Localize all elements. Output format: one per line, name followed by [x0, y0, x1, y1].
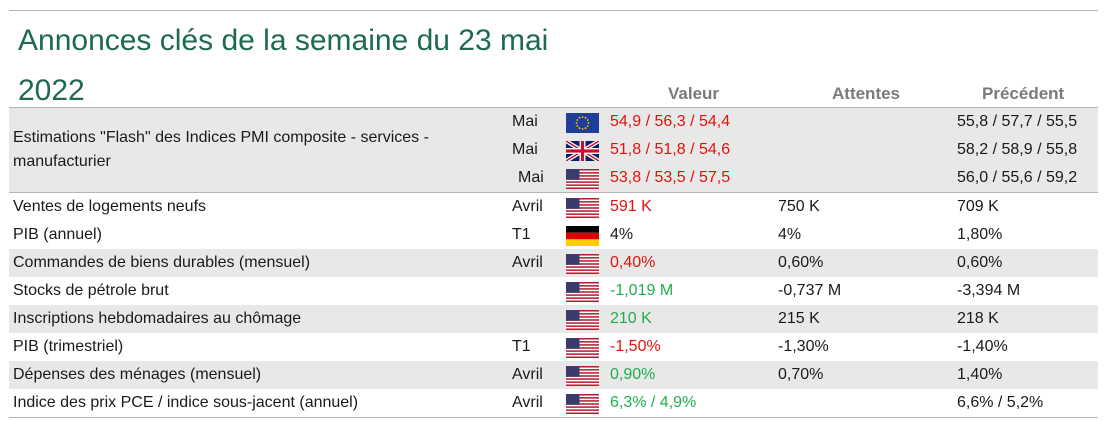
previous: 56,0 / 55,6 / 59,2	[957, 169, 1078, 186]
table-row: Dépenses des ménages (mensuel) Avril 0,9…	[9, 361, 1098, 389]
previous: 58,2 / 58,9 / 55,8	[957, 141, 1078, 158]
previous: 0,60%	[957, 254, 1003, 271]
table-row: Indice des prix PCE / indice sous-jacent…	[9, 389, 1098, 418]
indicator-label: Ventes de logements neufs	[13, 198, 207, 215]
us-flag-icon	[566, 282, 599, 302]
previous: 1,40%	[957, 366, 1003, 383]
pmi-row-eurozone: Mai 54,9 / 56,3 / 54,4 55,8 / 57,7 / 55,…	[9, 108, 1098, 136]
expected: -1,30%	[778, 338, 829, 355]
table-row: PIB (trimestriel) T1 -1,50% -1,30% -1,40…	[9, 333, 1098, 361]
de-flag-icon	[566, 226, 599, 246]
period: T1	[512, 226, 531, 243]
expected: -0,737 M	[778, 282, 842, 299]
value: 591 K	[610, 198, 652, 215]
period: Avril	[512, 394, 543, 411]
announcements-table: Estimations "Flash" des Indices PMI comp…	[9, 107, 1098, 418]
header-expected: Attentes	[832, 84, 901, 103]
previous: -1,40%	[957, 338, 1008, 355]
period: T1	[512, 338, 531, 355]
table-row: Commandes de biens durables (mensuel) Av…	[9, 249, 1098, 277]
period: Mai	[512, 113, 538, 130]
value: 51,8 / 51,8 / 54,6	[610, 141, 731, 158]
value: 0,40%	[610, 254, 656, 271]
indicator-label: Indice des prix PCE / indice sous-jacent…	[13, 394, 359, 411]
value: 53,8 / 53,5 / 57,5	[610, 169, 731, 186]
expected: 215 K	[778, 310, 820, 327]
previous: 1,80%	[957, 226, 1003, 243]
indicator-label: Commandes de biens durables (mensuel)	[13, 254, 311, 271]
table-row: PIB (annuel) T1 4% 4% 1,80%	[9, 221, 1098, 249]
value: 210 K	[610, 310, 652, 327]
value: 54,9 / 56,3 / 54,4	[610, 113, 731, 130]
header-value: Valeur	[668, 84, 720, 103]
pmi-label: Estimations "Flash" des Indices PMI comp…	[13, 129, 429, 170]
header-previous: Précédent	[982, 84, 1065, 103]
value: 6,3% / 4,9%	[610, 394, 697, 411]
us-flag-icon	[566, 310, 599, 330]
period: Avril	[512, 198, 543, 215]
previous: 55,8 / 57,7 / 55,5	[957, 113, 1078, 130]
expected: 0,60%	[778, 254, 824, 271]
previous: 6,6% / 5,2%	[957, 394, 1044, 411]
value: -1,019 M	[610, 282, 674, 299]
indicator-label: Dépenses des ménages (mensuel)	[13, 366, 262, 383]
us-flag-icon	[566, 338, 599, 358]
expected: 750 K	[778, 198, 820, 215]
value: -1,50%	[610, 338, 661, 355]
pmi-row-uk: Mai 51,8 / 51,8 / 54,6 58,2 / 58,9 / 55,…	[9, 136, 1098, 164]
period: Avril	[512, 254, 543, 271]
eu-flag-icon	[566, 113, 599, 133]
us-flag-icon	[566, 198, 599, 218]
indicator-label: Inscriptions hebdomadaires au chômage	[13, 310, 302, 327]
table-row: Inscriptions hebdomadaires au chômage 21…	[9, 305, 1098, 333]
expected: 0,70%	[778, 366, 824, 383]
previous: 709 K	[957, 198, 999, 215]
period: Avril	[512, 366, 543, 383]
table-row: Stocks de pétrole brut -1,019 M -0,737 M…	[9, 277, 1098, 305]
us-flag-icon	[566, 169, 599, 189]
previous: -3,394 M	[957, 282, 1021, 299]
indicator-label: Stocks de pétrole brut	[13, 282, 169, 299]
us-flag-icon	[566, 366, 599, 386]
period: Mai	[518, 169, 544, 186]
indicator-label: PIB (annuel)	[13, 226, 102, 243]
pmi-group: Estimations "Flash" des Indices PMI comp…	[9, 107, 1098, 192]
value: 0,90%	[610, 366, 656, 383]
table-row: Ventes de logements neufs Avril 591 K 75…	[9, 192, 1098, 221]
expected: 4%	[778, 226, 802, 243]
value: 4%	[610, 226, 634, 243]
indicator-label: PIB (trimestriel)	[13, 338, 124, 355]
page-title: Annonces clés de la semaine du 23 mai 20…	[18, 24, 549, 107]
period: Mai	[512, 141, 538, 158]
pmi-row-us: Mai 53,8 / 53,5 / 57,5 56,0 / 55,6 / 59,…	[9, 164, 1098, 192]
us-flag-icon	[566, 394, 599, 414]
top-rule	[9, 10, 1098, 11]
us-flag-icon	[566, 254, 599, 274]
previous: 218 K	[957, 310, 999, 327]
uk-flag-icon	[566, 141, 599, 161]
